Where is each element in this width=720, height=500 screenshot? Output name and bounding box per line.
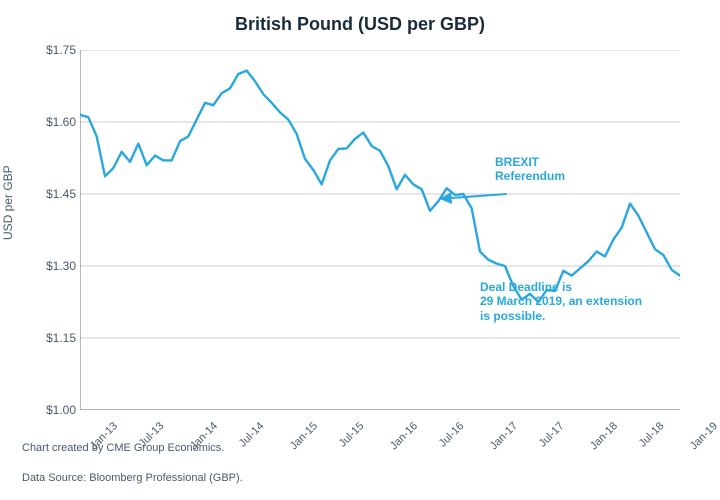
x-tick-label: Jul-16	[437, 420, 467, 450]
chart-container: British Pound (USD per GBP) USD per GBP …	[0, 0, 720, 500]
x-tick-label: Jan-15	[288, 420, 320, 452]
y-tick-label: $1.00	[38, 403, 76, 417]
y-axis-label: USD per GBP	[1, 165, 15, 240]
plot-area	[80, 50, 680, 410]
x-tick-label: Jul-18	[637, 420, 667, 450]
x-tick-label: Jan-16	[388, 420, 420, 452]
source-line-1: Chart created by CME Group Economics.	[22, 442, 224, 454]
chart-source: Chart created by CME Group Economics. Da…	[22, 427, 243, 486]
y-tick-label: $1.75	[38, 43, 76, 57]
x-tick-label: Jan-18	[588, 420, 620, 452]
y-tick-label: $1.60	[38, 115, 76, 129]
x-tick-label: Jul-15	[337, 420, 367, 450]
chart-title: British Pound (USD per GBP)	[0, 14, 720, 35]
x-tick-label: Jan-19	[688, 420, 720, 452]
chart-annotation: BREXIT Referendum	[495, 155, 565, 184]
plot-svg	[80, 50, 680, 410]
chart-annotation: Deal Deadline is 29 March 2019, an exten…	[480, 280, 642, 323]
x-tick-label: Jul-17	[537, 420, 567, 450]
y-tick-label: $1.15	[38, 331, 76, 345]
source-line-2: Data Source: Bloomberg Professional (GBP…	[22, 472, 243, 484]
x-tick-label: Jan-17	[488, 420, 520, 452]
y-tick-label: $1.30	[38, 259, 76, 273]
y-tick-label: $1.45	[38, 187, 76, 201]
